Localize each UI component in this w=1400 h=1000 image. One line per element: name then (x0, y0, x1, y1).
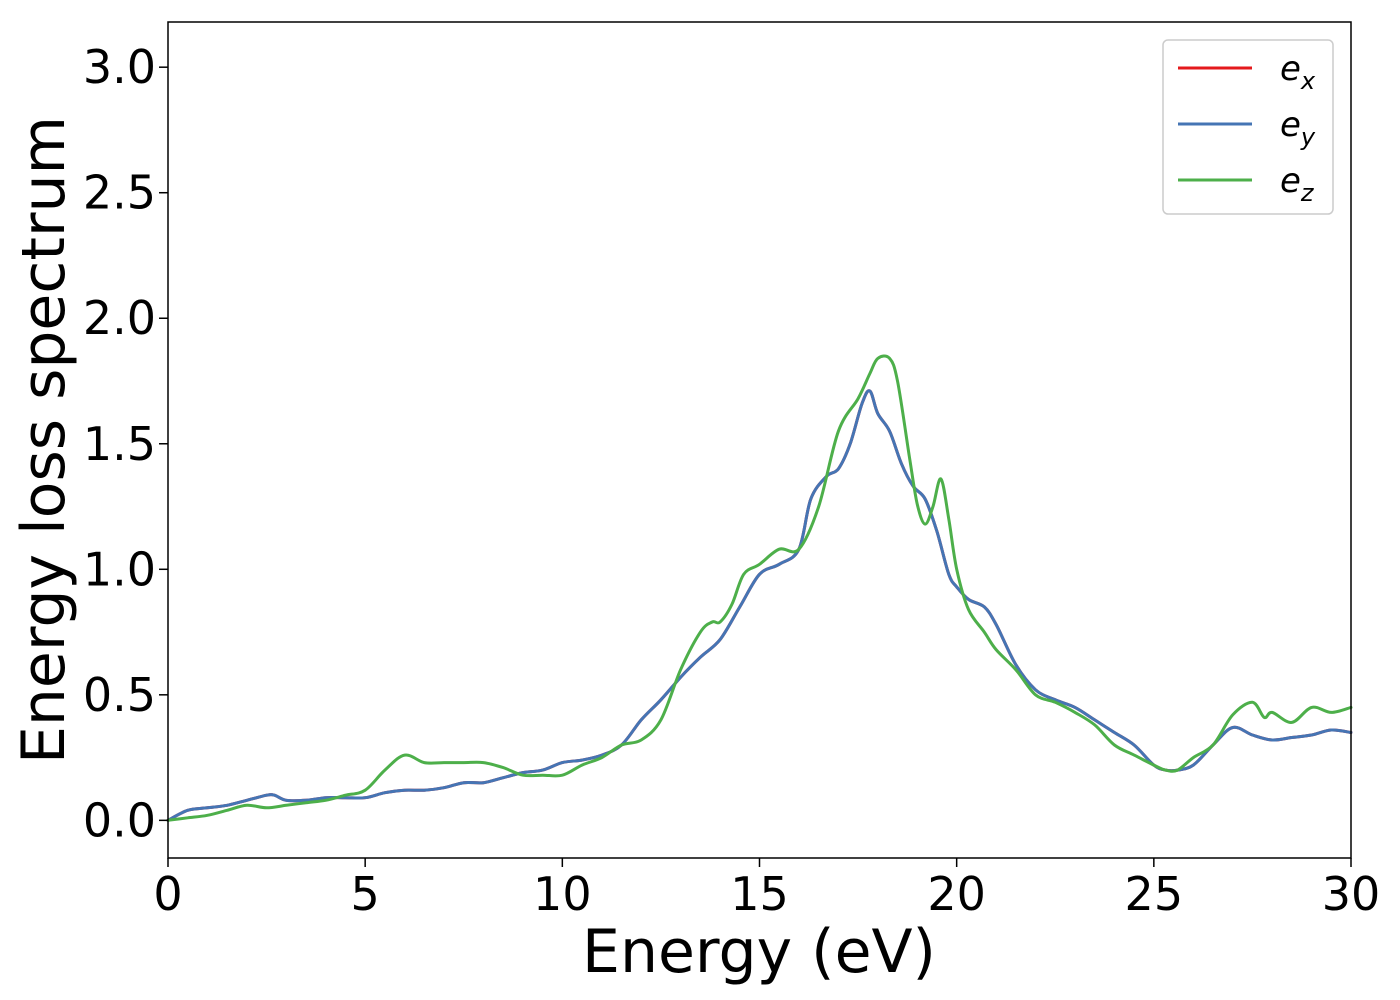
series-line-z (166, 354, 1353, 822)
legend-label-z: ez (1280, 161, 1315, 207)
legend-label-x: ex (1280, 49, 1316, 95)
y-tick-label: 2.0 (83, 291, 156, 345)
y-tick-label: 3.0 (83, 40, 156, 94)
y-tick-label: 1.0 (83, 542, 156, 596)
x-tick-label: 5 (351, 867, 380, 921)
y-tick-label: 2.5 (83, 166, 156, 220)
x-axis-label: Energy (eV) (582, 917, 936, 987)
series-line-y (166, 389, 1353, 822)
y-tick-label: 1.5 (83, 417, 156, 471)
x-axis-ticks: 0 5 10 15 20 25 30 (153, 858, 1380, 921)
legend-label-y: ey (1280, 105, 1316, 151)
y-axis-ticks: 0.0 0.5 1.0 1.5 2.0 2.5 3.0 (83, 40, 168, 847)
x-tick-label: 0 (153, 867, 182, 921)
legend: ex ey ez (1162, 39, 1334, 215)
y-axis-label: Energy loss spectrum (9, 116, 79, 764)
x-tick-label: 10 (533, 867, 592, 921)
x-tick-label: 20 (927, 867, 986, 921)
y-tick-label: 0.5 (83, 668, 156, 722)
legend-box (1162, 39, 1334, 215)
x-tick-label: 30 (1322, 867, 1381, 921)
y-tick-label: 0.0 (83, 793, 156, 847)
x-tick-label: 15 (730, 867, 789, 921)
series-layer (166, 354, 1353, 822)
x-tick-label: 25 (1125, 867, 1184, 921)
